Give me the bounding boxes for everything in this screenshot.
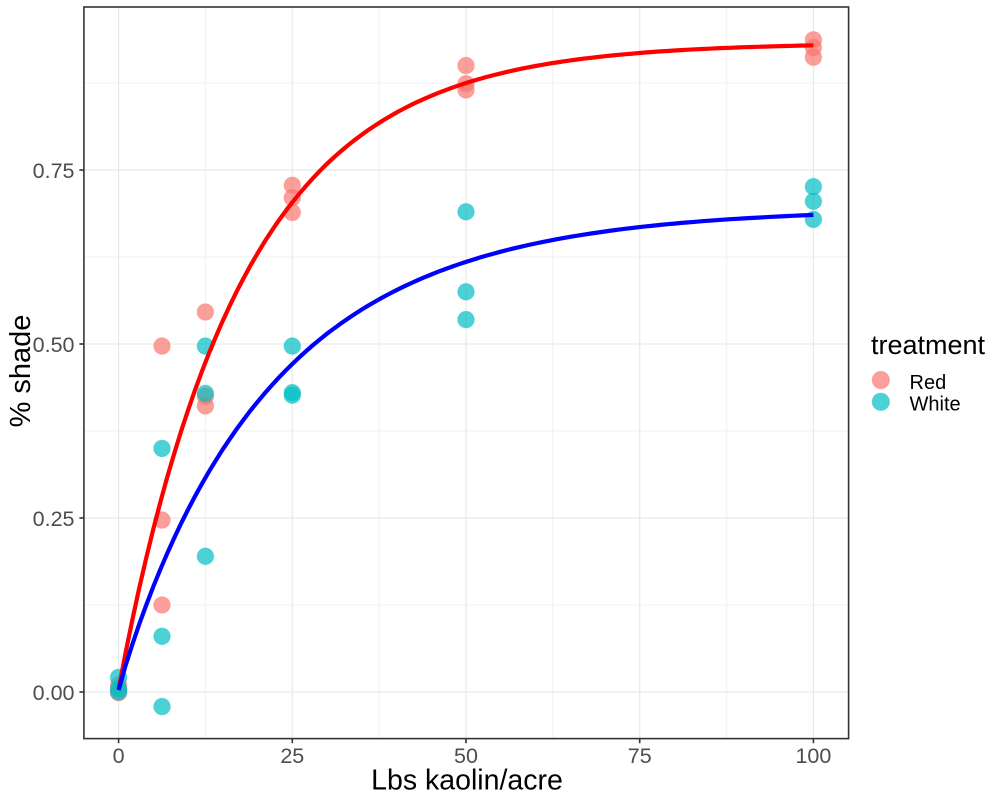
svg-text:0.00: 0.00 bbox=[33, 681, 75, 705]
svg-text:Red: Red bbox=[910, 372, 947, 394]
svg-text:% shade: % shade bbox=[5, 315, 37, 428]
svg-text:0.25: 0.25 bbox=[33, 507, 75, 531]
svg-text:Lbs kaolin/acre: Lbs kaolin/acre bbox=[371, 765, 563, 797]
svg-text:0.75: 0.75 bbox=[33, 159, 75, 183]
svg-text:0: 0 bbox=[113, 744, 125, 768]
svg-text:50: 50 bbox=[454, 744, 478, 768]
svg-text:White: White bbox=[910, 394, 961, 416]
svg-text:100: 100 bbox=[795, 744, 831, 768]
svg-text:75: 75 bbox=[628, 744, 652, 768]
svg-text:treatment: treatment bbox=[871, 330, 986, 360]
svg-text:25: 25 bbox=[280, 744, 304, 768]
svg-text:0.50: 0.50 bbox=[33, 333, 75, 357]
